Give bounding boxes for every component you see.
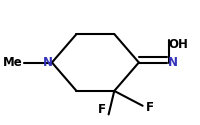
Text: N: N [43, 56, 53, 69]
Text: Me: Me [3, 56, 23, 69]
Text: OH: OH [169, 38, 189, 51]
Text: F: F [98, 103, 106, 116]
Text: N: N [168, 56, 178, 69]
Text: F: F [145, 101, 153, 114]
